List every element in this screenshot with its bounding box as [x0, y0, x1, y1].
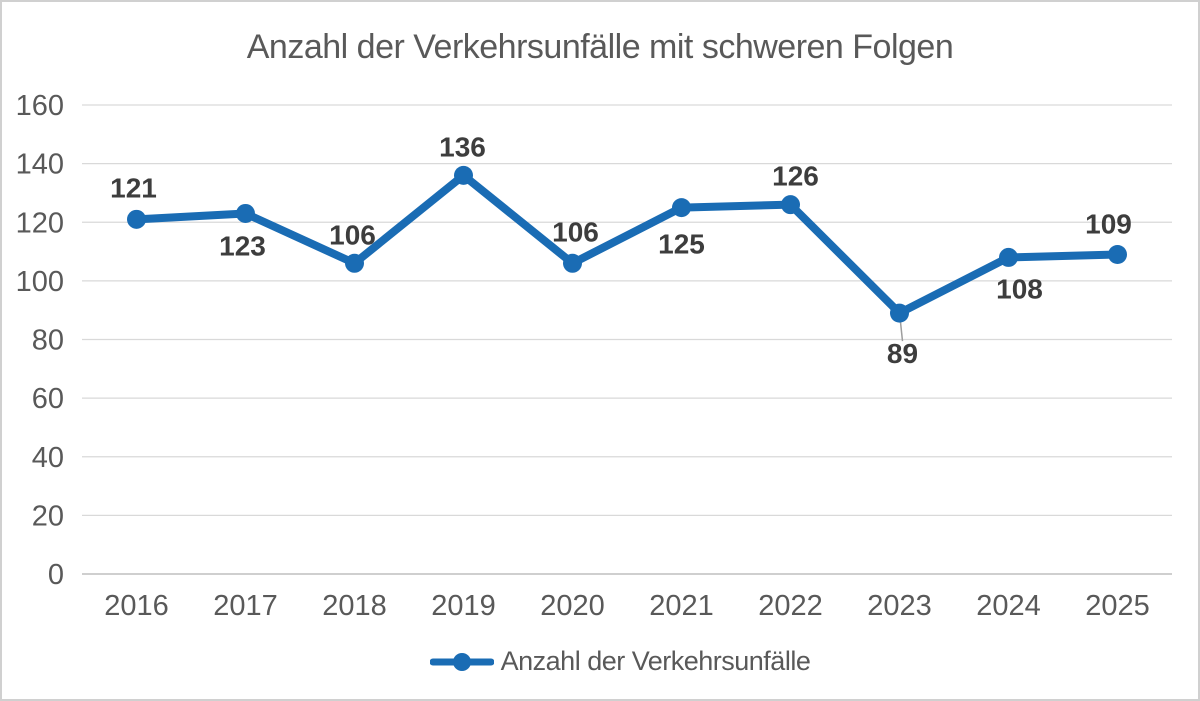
data-point-label: 136: [439, 131, 486, 162]
data-point-label: 108: [996, 273, 1043, 304]
data-point-marker: [236, 203, 255, 223]
data-point-marker: [454, 165, 473, 185]
y-axis-tick-label: 140: [16, 149, 64, 181]
data-point-label: 106: [552, 216, 599, 247]
series-line: [132, 171, 1122, 318]
data-point-marker: [890, 303, 909, 323]
legend-line-marker-icon: [429, 652, 494, 671]
data-point-label: 106: [329, 219, 376, 250]
x-axis-tick-label: 2021: [649, 590, 714, 622]
x-axis-tick-label: 2016: [104, 590, 169, 622]
y-axis-tick-label: 80: [32, 325, 64, 357]
data-point-marker: [781, 195, 800, 215]
y-axis-tick-label: 100: [16, 266, 64, 298]
data-point-label: 109: [1085, 208, 1132, 239]
y-axis-tick-label: 120: [16, 207, 64, 239]
y-axis-tick-label: 60: [32, 383, 64, 415]
y-axis-tick-label: 40: [32, 442, 64, 474]
data-point-label: 89: [887, 338, 918, 369]
data-point-label: 125: [658, 229, 705, 260]
chart-title: Anzahl der Verkehrsunfälle mit schweren …: [246, 28, 954, 66]
x-axis-tick-label: 2022: [758, 590, 823, 622]
x-axis-tick-label: 2024: [976, 590, 1041, 622]
x-axis-tick-label: 2018: [322, 590, 387, 622]
x-axis-tick-label: 2020: [540, 590, 605, 622]
data-point-marker: [563, 253, 582, 273]
data-point-marker: [672, 198, 691, 218]
y-axis-tick-label: 160: [16, 90, 64, 122]
legend-label: Anzahl der Verkehrsunfälle: [500, 646, 811, 676]
data-point-marker: [127, 209, 146, 229]
x-axis-tick-label: 2023: [867, 590, 932, 622]
y-axis-tick-label: 0: [48, 559, 64, 591]
data-point-marker: [999, 247, 1018, 267]
x-axis-tick-label: 2017: [213, 590, 278, 622]
chart-legend: Anzahl der Verkehrsunfälle: [22, 646, 1198, 677]
x-axis-tick-label: 2019: [431, 590, 496, 622]
data-point-marker: [1108, 244, 1127, 264]
data-point-label: 123: [219, 230, 266, 261]
y-axis-tick-label: 20: [32, 500, 64, 532]
x-axis-tick-label: 2025: [1085, 590, 1150, 622]
leader-line: [899, 322, 904, 342]
data-point-label: 121: [110, 172, 157, 203]
data-point-label: 126: [772, 161, 819, 192]
data-point-marker: [345, 253, 364, 273]
